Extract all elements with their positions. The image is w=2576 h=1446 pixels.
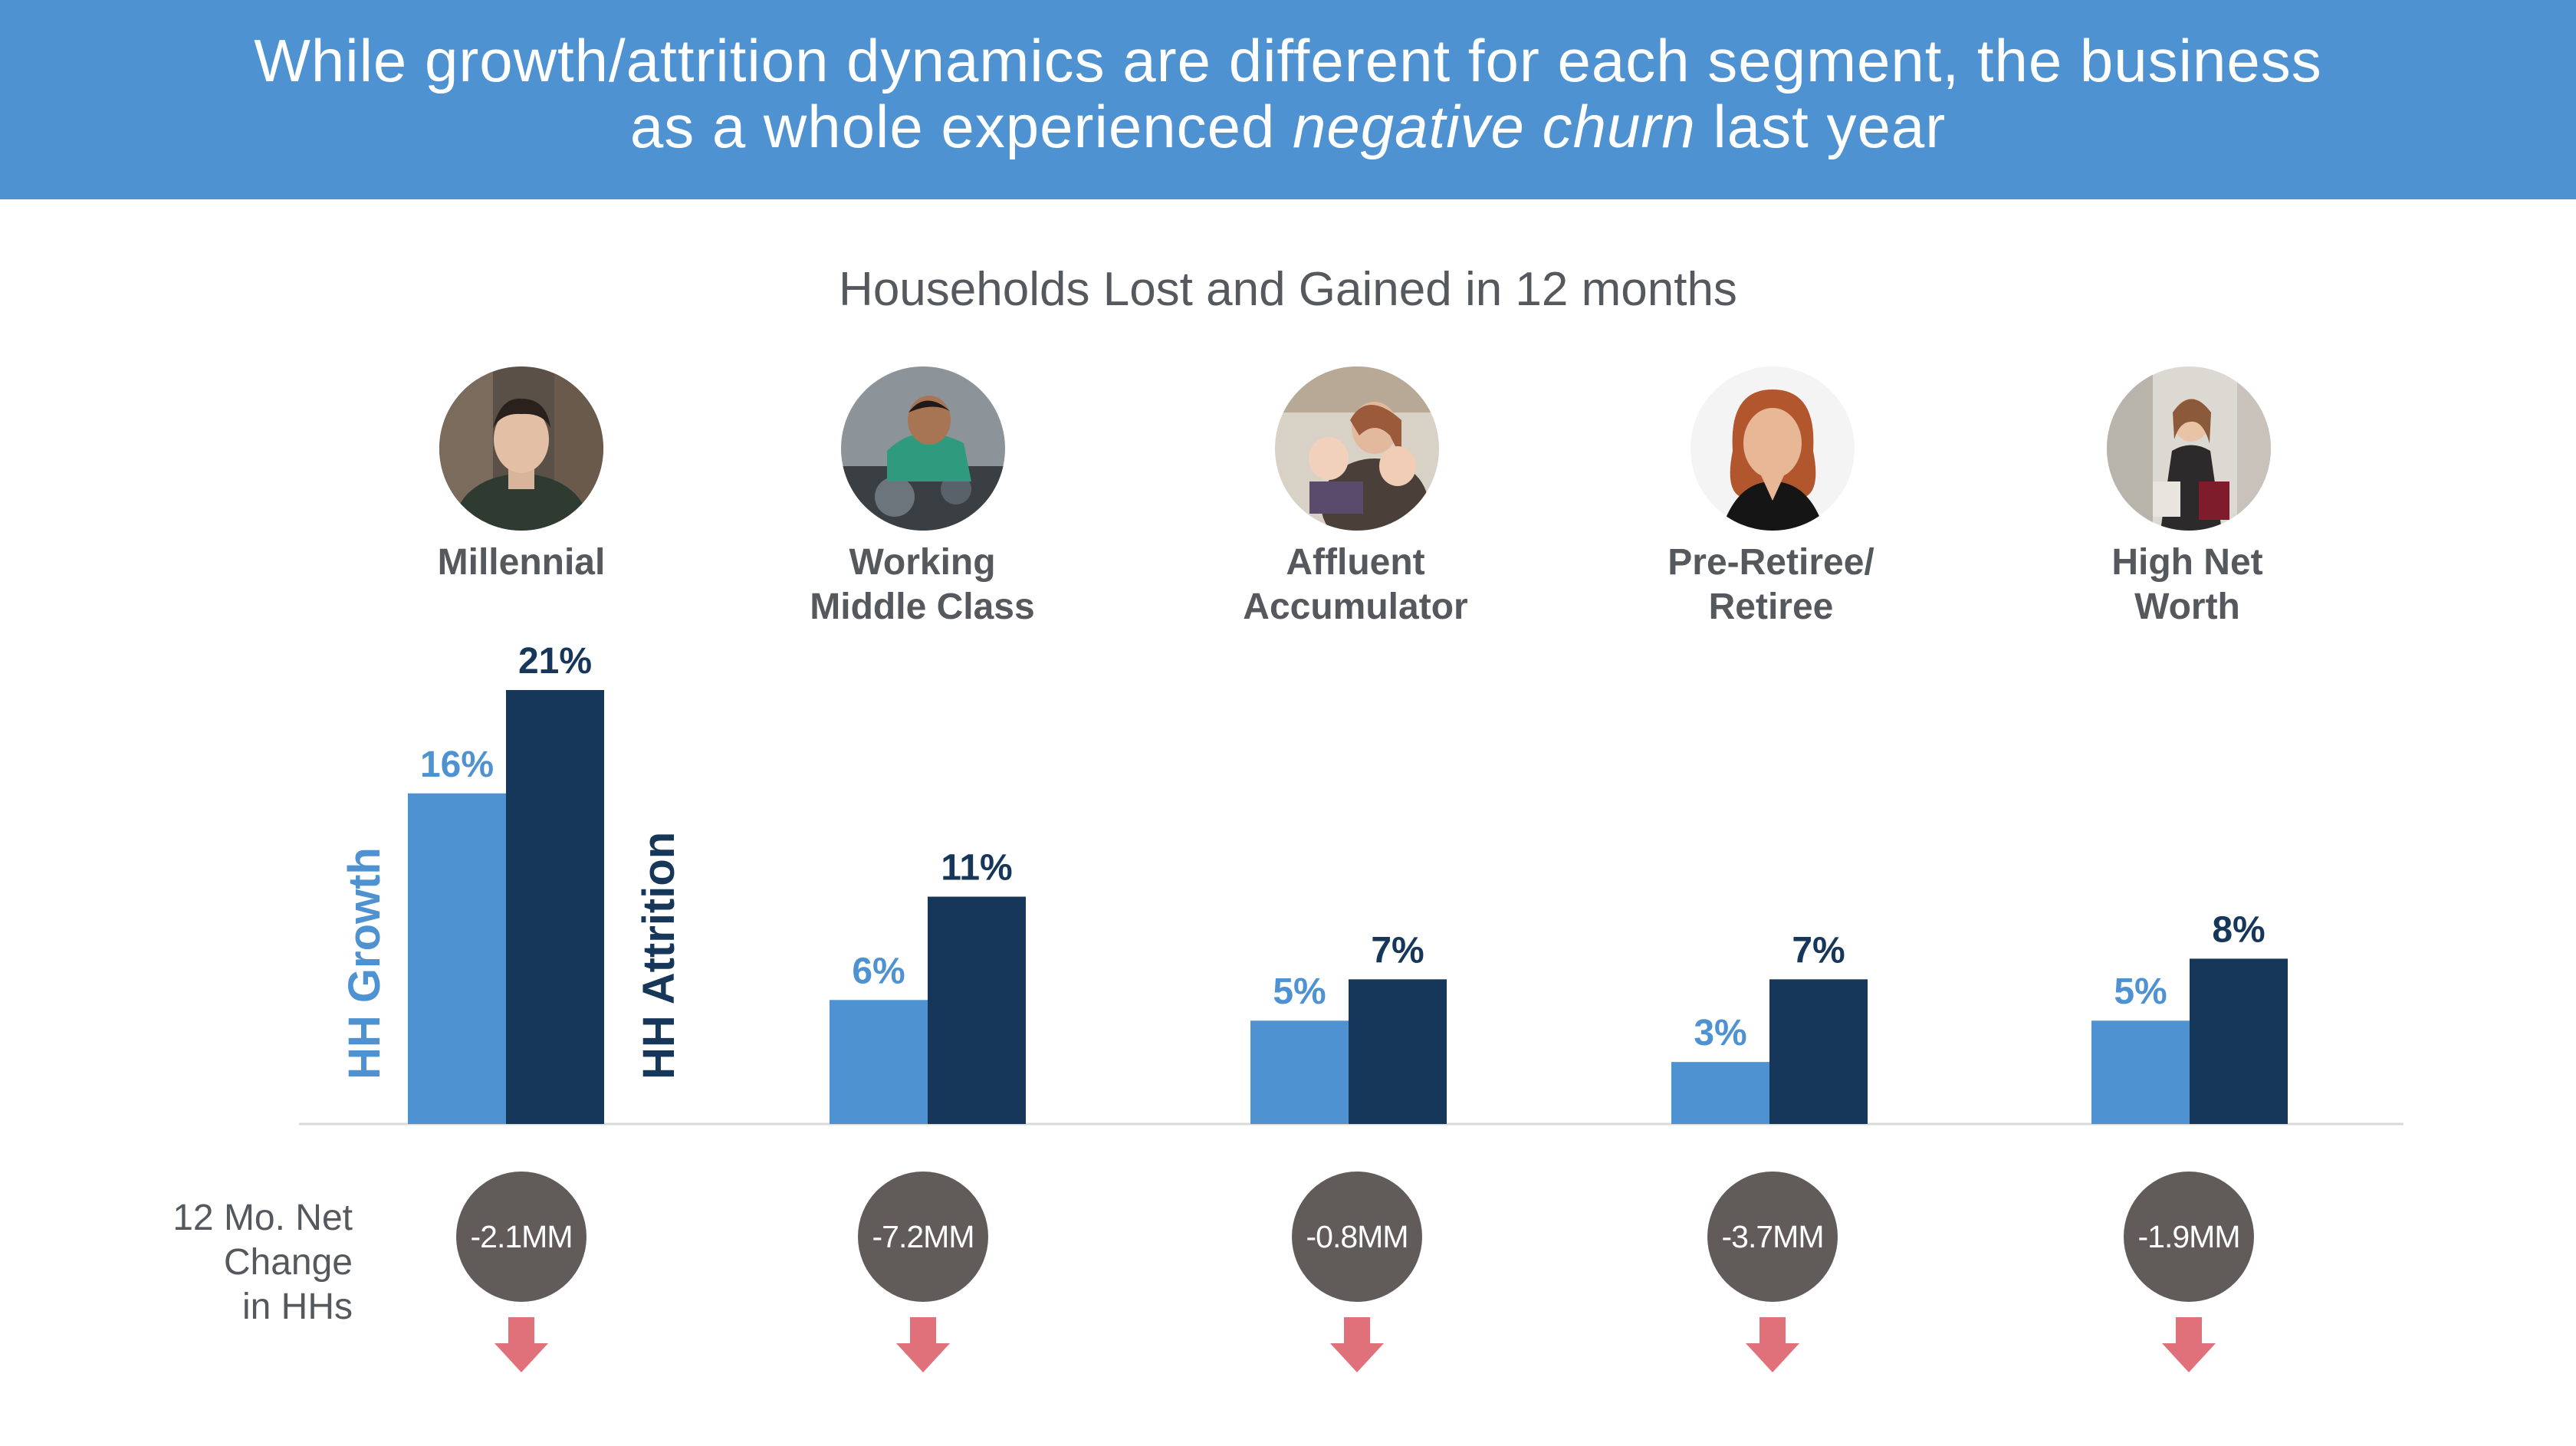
net-change-bubble: -0.8MM (1292, 1172, 1422, 1302)
data-label-growth-2: 5% (1273, 971, 1326, 1012)
data-label-attrition-0: 21% (518, 641, 592, 682)
data-label-growth-3: 3% (1694, 1013, 1746, 1053)
down-arrow-icon (2162, 1317, 2216, 1372)
headline-line-2: as a whole experienced negative churn la… (0, 94, 2576, 159)
series-label-hh-growth: HH Growth (340, 847, 389, 1080)
segment-label-affluent-accumulator: Affluent Accumulator (1243, 542, 1468, 627)
data-label-attrition-1: 11% (941, 848, 1012, 889)
headline-line-2-suffix: last year (1695, 93, 1947, 160)
headline-line-2-prefix: as a whole experienced (629, 93, 1293, 160)
segment-label-high-net-worth: High Net Worth (2111, 542, 2263, 627)
data-label-attrition-2: 7% (1371, 930, 1424, 971)
down-arrow-icon (896, 1317, 950, 1372)
net-change-bubble: -7.2MM (858, 1172, 988, 1302)
headline-line-1: While growth/attrition dynamics are diff… (254, 27, 2322, 94)
bar-attrition-2 (1349, 979, 1447, 1124)
chart-title: Households Lost and Gained in 12 months (839, 263, 1737, 316)
net-change-bubble: -1.9MM (2124, 1172, 2254, 1302)
data-label-growth-1: 6% (852, 951, 905, 991)
bar-attrition-4 (2190, 958, 2288, 1124)
headline-emphasis: negative churn (1293, 93, 1696, 160)
mother-children-portrait-icon (1275, 366, 1439, 531)
segment-label-working-middle-class: Working Middle Class (810, 542, 1035, 627)
bar-attrition-0 (506, 690, 604, 1124)
bar-growth-0 (408, 793, 506, 1124)
down-arrow-icon (1330, 1317, 1384, 1372)
older-woman-portrait-icon (1691, 366, 1855, 531)
data-label-growth-4: 5% (2114, 971, 2167, 1012)
bar-attrition-3 (1769, 979, 1868, 1124)
segment-label-pre-retiree: Pre-Retiree/ Retiree (1668, 542, 1875, 627)
bar-growth-4 (2091, 1020, 2190, 1124)
data-label-attrition-3: 7% (1792, 930, 1845, 971)
bar-attrition-1 (928, 896, 1026, 1124)
header-band (0, 0, 2576, 199)
series-label-hh-attrition: HH Attrition (634, 831, 684, 1080)
down-arrow-icon (1746, 1317, 1799, 1372)
data-label-attrition-4: 8% (2212, 909, 2265, 950)
net-change-label: 12 Mo. Net Change in HHs (172, 1198, 353, 1327)
bars-layer: 16% 6% 5% 3% 5% 21% 11% 7% 7% 8% (408, 641, 2288, 1124)
bar-growth-2 (1250, 1020, 1349, 1124)
data-label-growth-0: 16% (420, 744, 494, 785)
net-change-bubble: -3.7MM (1707, 1172, 1838, 1302)
bar-growth-1 (830, 1000, 928, 1124)
segment-label-millennial: Millennial (437, 542, 606, 583)
net-change-bubble: -2.1MM (456, 1172, 586, 1302)
mechanic-portrait-icon (841, 366, 1005, 531)
headline: While growth/attrition dynamics are diff… (0, 28, 2576, 159)
down-arrow-icon (495, 1317, 548, 1372)
bar-growth-3 (1671, 1062, 1769, 1124)
